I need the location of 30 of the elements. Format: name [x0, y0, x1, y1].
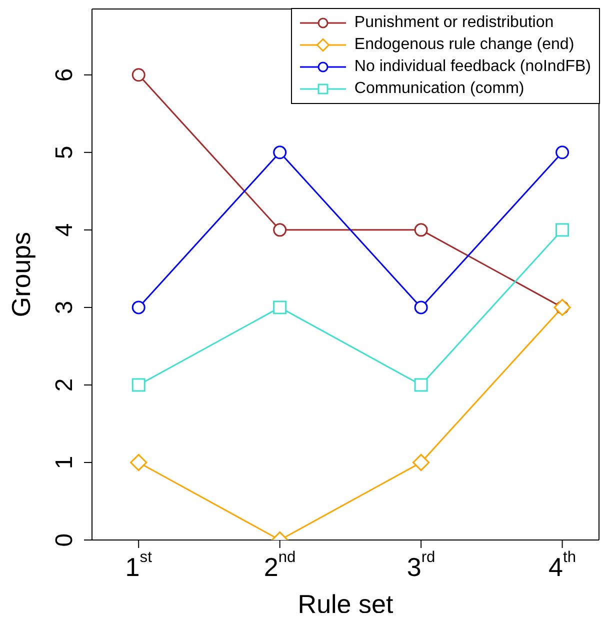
legend-label: Communication (comm) — [354, 80, 524, 98]
y-tick-label: 0 — [51, 533, 78, 547]
y-tick-label: 2 — [51, 378, 78, 392]
x-axis-title: Rule set — [298, 589, 394, 617]
point — [556, 223, 570, 237]
point — [130, 454, 148, 472]
x-tick-label: 2$^{nd}$ — [264, 548, 296, 582]
legend-label: Endogenous rule change (end) — [354, 36, 574, 54]
y-axis-title: Groups — [6, 232, 36, 318]
y-tick-label: 4 — [51, 223, 78, 237]
point — [132, 378, 146, 392]
y-tick-label: 6 — [51, 68, 78, 82]
point — [132, 300, 146, 314]
point — [273, 223, 287, 237]
legend-label: No individual feedback (noIndFB) — [354, 58, 591, 76]
y-tick-label: 3 — [51, 300, 78, 314]
x-tick-label: 3$^{rd}$ — [406, 548, 436, 582]
point — [414, 300, 428, 314]
point — [414, 223, 428, 237]
point — [132, 68, 146, 82]
point — [412, 454, 430, 472]
x-tick-label: 1$^{st}$ — [125, 548, 153, 582]
legend-label: Punishment or redistribution — [354, 14, 554, 32]
point — [556, 146, 570, 160]
point — [273, 300, 287, 314]
point — [273, 146, 287, 160]
y-tick-label: 1 — [51, 456, 78, 470]
y-tick-label: 5 — [51, 146, 78, 160]
point — [414, 378, 428, 392]
x-tick-label: 4$^{th}$ — [548, 548, 576, 582]
